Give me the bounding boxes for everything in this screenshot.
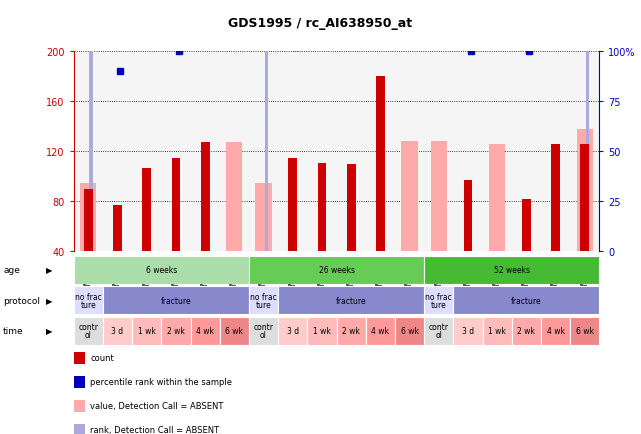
Text: fracture: fracture	[161, 296, 191, 305]
Bar	[551, 145, 560, 252]
Bar	[401, 142, 417, 252]
Text: 6 wk: 6 wk	[576, 326, 594, 335]
Bar	[580, 145, 589, 252]
Bar	[249, 317, 278, 345]
Text: contr
ol: contr ol	[429, 322, 449, 339]
Text: 6 wk: 6 wk	[226, 326, 244, 335]
Text: 26 weeks: 26 weeks	[319, 266, 354, 275]
Bar	[577, 129, 593, 252]
Bar	[522, 199, 531, 252]
Text: 52 weeks: 52 weeks	[494, 266, 529, 275]
Text: 6 weeks: 6 weeks	[146, 266, 177, 275]
Bar	[570, 317, 599, 345]
Bar	[483, 317, 512, 345]
Text: 3 d: 3 d	[287, 326, 299, 335]
Text: 4 wk: 4 wk	[196, 326, 214, 335]
Bar	[172, 158, 180, 252]
Bar	[337, 317, 366, 345]
Bar	[84, 189, 93, 252]
Text: fracture: fracture	[336, 296, 367, 305]
Text: contr
ol: contr ol	[254, 322, 274, 339]
Text: protocol: protocol	[3, 296, 40, 305]
Text: no frac
ture: no frac ture	[426, 292, 452, 309]
Bar	[424, 256, 599, 284]
Text: 1 wk: 1 wk	[488, 326, 506, 335]
Bar	[347, 164, 356, 252]
Text: 3 d: 3 d	[462, 326, 474, 335]
Bar	[453, 286, 599, 315]
Bar	[90, 42, 93, 252]
Text: no frac
ture: no frac ture	[75, 292, 102, 309]
Text: ▶: ▶	[46, 296, 53, 305]
Bar	[162, 317, 190, 345]
Bar	[249, 256, 424, 284]
Text: 1 wk: 1 wk	[138, 326, 156, 335]
Bar	[103, 286, 249, 315]
Text: count: count	[90, 354, 114, 362]
Text: value, Detection Call = ABSENT: value, Detection Call = ABSENT	[90, 401, 224, 410]
Bar	[278, 317, 307, 345]
Text: rank, Detection Call = ABSENT: rank, Detection Call = ABSENT	[90, 425, 219, 434]
Text: 2 wk: 2 wk	[517, 326, 535, 335]
Bar	[288, 158, 297, 252]
Bar	[249, 286, 278, 315]
Bar	[376, 77, 385, 252]
Bar	[226, 143, 242, 252]
Bar	[103, 317, 132, 345]
Bar	[74, 256, 249, 284]
Bar	[541, 317, 570, 345]
Bar	[317, 163, 326, 252]
Bar	[201, 143, 210, 252]
Bar	[142, 168, 151, 252]
Bar	[190, 317, 220, 345]
Bar	[307, 317, 337, 345]
Text: 3 d: 3 d	[112, 326, 124, 335]
Text: GDS1995 / rc_AI638950_at: GDS1995 / rc_AI638950_at	[228, 17, 413, 30]
Bar	[512, 317, 541, 345]
Text: 2 wk: 2 wk	[342, 326, 360, 335]
Text: ▶: ▶	[46, 326, 53, 335]
Bar	[453, 317, 483, 345]
Text: 4 wk: 4 wk	[547, 326, 565, 335]
Bar	[278, 286, 424, 315]
Text: contr
ol: contr ol	[78, 322, 98, 339]
Bar	[265, 52, 268, 252]
Bar	[113, 206, 122, 252]
Bar	[256, 183, 272, 252]
Bar	[586, 16, 590, 252]
Bar	[366, 317, 395, 345]
Bar	[424, 286, 453, 315]
Text: fracture: fracture	[511, 296, 542, 305]
Bar	[74, 317, 103, 345]
Text: no frac
ture: no frac ture	[250, 292, 277, 309]
Text: age: age	[3, 266, 20, 275]
Text: time: time	[3, 326, 24, 335]
Bar	[80, 183, 96, 252]
Text: 4 wk: 4 wk	[371, 326, 389, 335]
Bar	[431, 142, 447, 252]
Text: 1 wk: 1 wk	[313, 326, 331, 335]
Text: 2 wk: 2 wk	[167, 326, 185, 335]
Bar	[424, 317, 453, 345]
Bar	[132, 317, 162, 345]
Text: percentile rank within the sample: percentile rank within the sample	[90, 378, 233, 386]
Text: 6 wk: 6 wk	[401, 326, 419, 335]
Bar	[220, 317, 249, 345]
Text: ▶: ▶	[46, 266, 53, 275]
Bar	[463, 181, 472, 252]
Bar	[74, 286, 103, 315]
Bar	[489, 145, 505, 252]
Bar	[395, 317, 424, 345]
